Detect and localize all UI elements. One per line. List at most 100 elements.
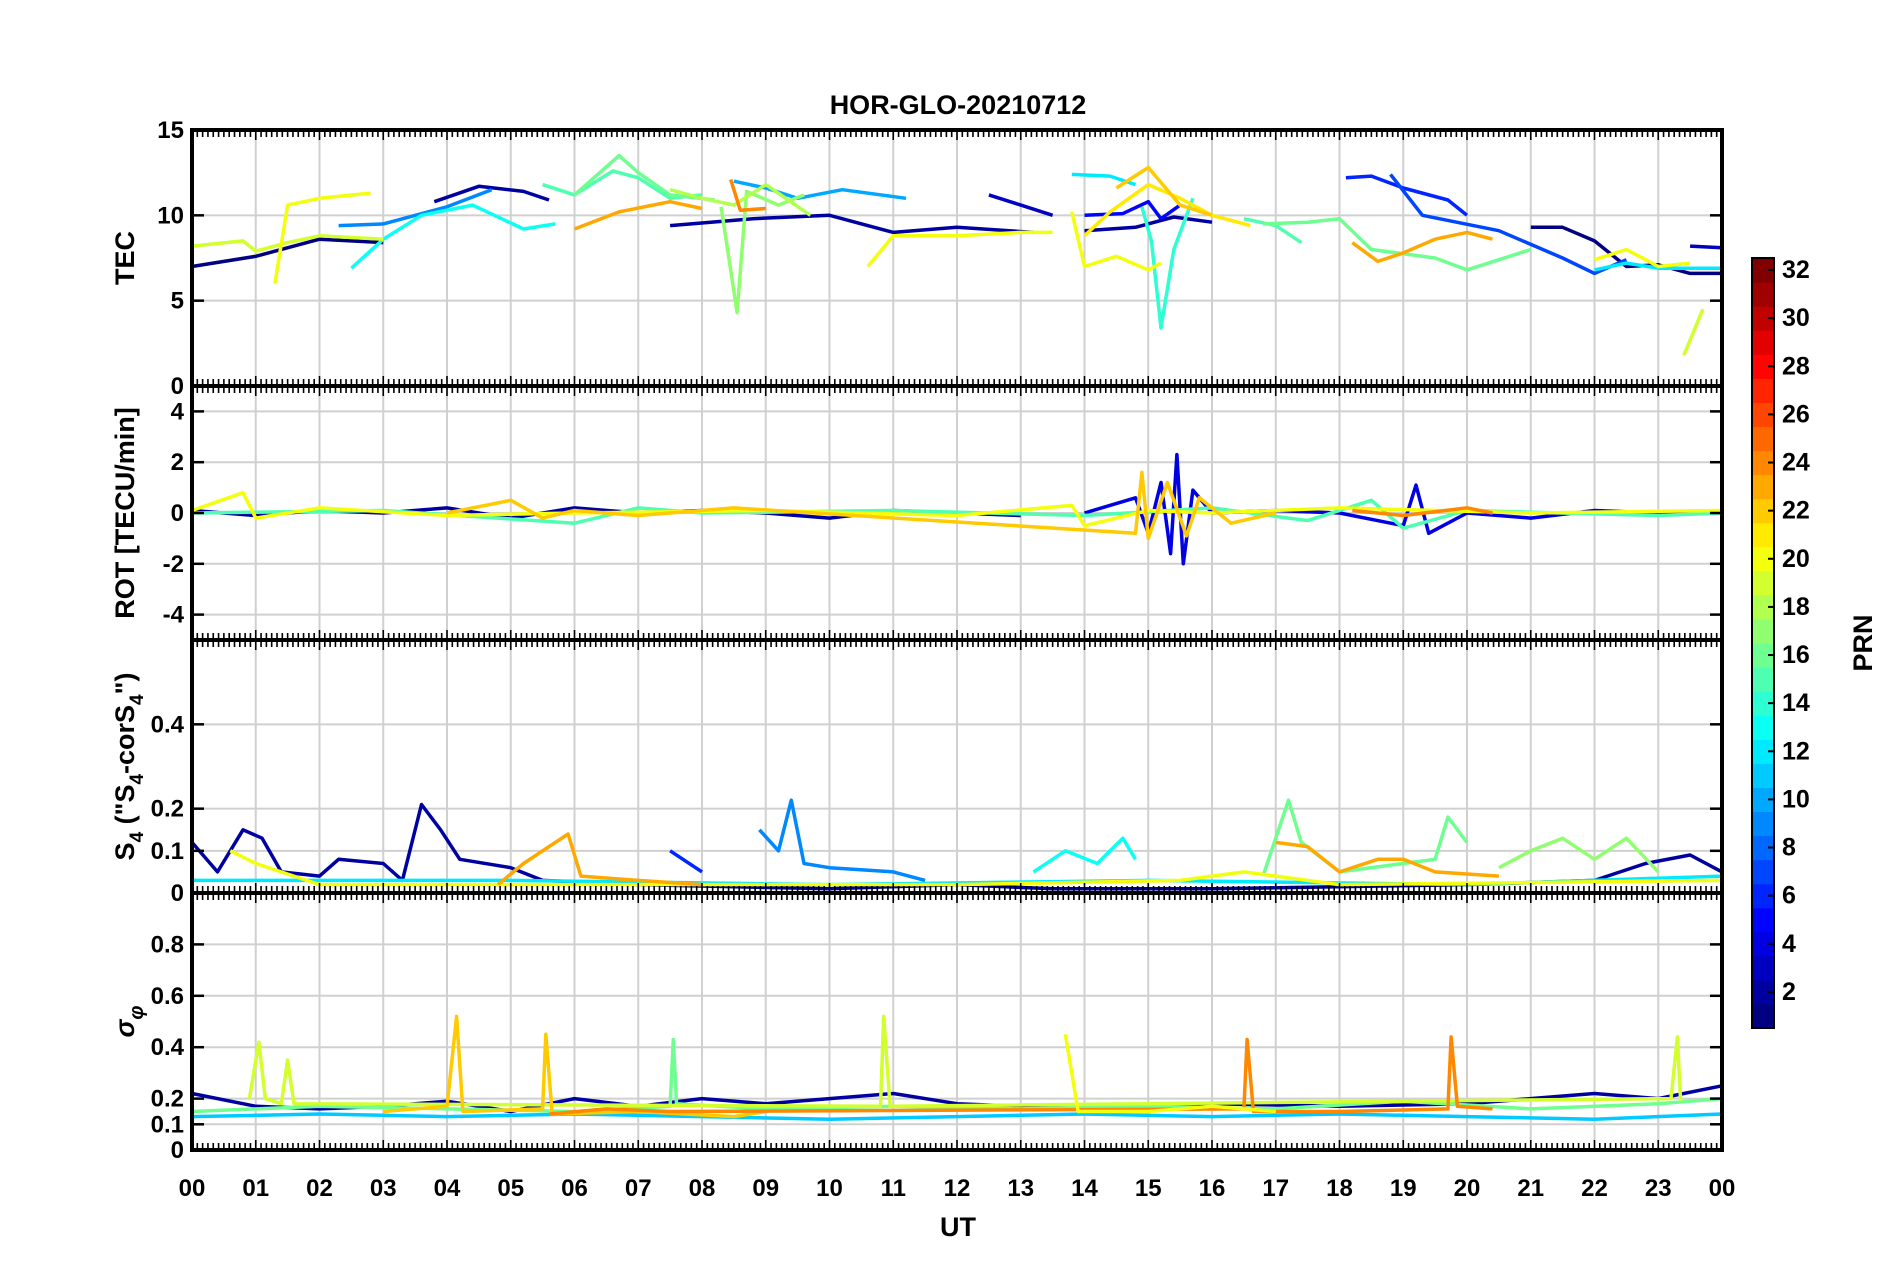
y-tick-label: 0 bbox=[171, 373, 184, 400]
x-tick-label: 04 bbox=[434, 1175, 461, 1202]
series-line-prn-20 bbox=[1593, 247, 1691, 269]
colorbar-tick-label: 26 bbox=[1782, 400, 1810, 428]
y-axis-label-part: ("S bbox=[110, 785, 140, 832]
y-tick-label: 0.1 bbox=[151, 838, 184, 865]
rot-panel: -4 -2 0 2 4 ROT [TECU/min] bbox=[110, 384, 1724, 642]
y-axis-label: ROT [TECU/min] bbox=[110, 407, 140, 618]
y-axis-label-part: 4 bbox=[127, 694, 148, 705]
y-axis-label-part: σ bbox=[110, 1019, 140, 1038]
colorbar-frame bbox=[1751, 257, 1775, 1029]
x-tick-label: 10 bbox=[816, 1175, 843, 1202]
x-tick-label: 21 bbox=[1517, 1175, 1544, 1202]
x-tick-label: 15 bbox=[1135, 1175, 1162, 1202]
colorbar-segment bbox=[1752, 426, 1774, 452]
y-tick-label: 0.4 bbox=[151, 711, 185, 738]
series-line-prn-18 bbox=[669, 182, 812, 217]
y-tick-label: 0 bbox=[171, 500, 184, 527]
colorbar-segment bbox=[1752, 955, 1774, 981]
series-line-prn-11 bbox=[191, 1112, 1723, 1121]
y-tick-label: 0.2 bbox=[151, 796, 184, 823]
y-tick-label: 0 bbox=[171, 880, 184, 907]
y-tick-label: 10 bbox=[157, 202, 184, 229]
colorbar-segment bbox=[1752, 618, 1774, 644]
series-line-prn-13 bbox=[1032, 836, 1137, 874]
colorbar-segment bbox=[1752, 498, 1774, 524]
colorbar-segment bbox=[1752, 787, 1774, 813]
series-line-prn-22 bbox=[1115, 165, 1213, 217]
colorbar-tick-label: 28 bbox=[1782, 352, 1810, 380]
colorbar-segment bbox=[1752, 570, 1774, 596]
colorbar-segment bbox=[1752, 931, 1774, 957]
y-tick-label: 0.6 bbox=[151, 983, 184, 1010]
colorbar-tick-label: 32 bbox=[1782, 256, 1810, 284]
x-tick-label: 00 bbox=[1709, 1175, 1736, 1202]
series-line-prn-12 bbox=[1594, 261, 1722, 272]
series-line-prn-15 bbox=[1243, 216, 1303, 245]
series-line-prn-22 bbox=[383, 1014, 767, 1119]
series-line-prn-20 bbox=[866, 230, 1053, 268]
colorbar-segment bbox=[1752, 378, 1774, 403]
colorbar-tick-label: 12 bbox=[1782, 737, 1810, 765]
series-line-prn-20 bbox=[1070, 211, 1162, 272]
tec-panel: 0 5 10 15 TEC bbox=[110, 117, 1724, 400]
colorbar-segment bbox=[1752, 1003, 1774, 1029]
series-line-prn-1 bbox=[191, 237, 384, 269]
colorbar-segment bbox=[1752, 402, 1774, 428]
x-tick-label: 13 bbox=[1007, 1175, 1034, 1202]
colorbar-segment bbox=[1752, 306, 1774, 331]
series-line-prn-17 bbox=[719, 189, 805, 315]
x-tick-label: 22 bbox=[1581, 1175, 1608, 1202]
x-tick-label: 01 bbox=[242, 1175, 269, 1202]
s4-panel: 00.10.20.4S4 ("S4-corS4") bbox=[110, 638, 1724, 907]
y-tick-label: 15 bbox=[157, 117, 184, 144]
colorbar-tick-label: 18 bbox=[1782, 593, 1810, 621]
colorbar-tick-label: 4 bbox=[1782, 930, 1796, 958]
colorbar-segment bbox=[1752, 643, 1774, 668]
colorbar-segment bbox=[1752, 522, 1774, 548]
series-line-prn-9 bbox=[338, 188, 493, 228]
colorbar-segment bbox=[1752, 763, 1774, 788]
x-tick-label: 02 bbox=[306, 1175, 333, 1202]
series-line-prn-13 bbox=[350, 203, 556, 270]
colorbar-segment bbox=[1752, 354, 1774, 379]
colorbar-segment bbox=[1752, 715, 1774, 740]
x-tick-label: 05 bbox=[497, 1175, 524, 1202]
chart-title: HOR-GLO-20210712 bbox=[830, 90, 1087, 120]
y-axis-label-part: ") bbox=[110, 673, 140, 695]
y-axis-label-part: 4 bbox=[127, 774, 148, 785]
y-axis-label: σφ bbox=[110, 1006, 148, 1038]
y-axis-label-part: φ bbox=[126, 1006, 148, 1020]
colorbar-label: PRN bbox=[1848, 614, 1878, 671]
series-line-prn-3 bbox=[1690, 244, 1723, 250]
series-line-prn-20 bbox=[191, 490, 1723, 528]
y-axis-label-part: S bbox=[110, 842, 140, 860]
colorbar-segment bbox=[1752, 811, 1774, 837]
series-line-prn-23 bbox=[1275, 840, 1500, 878]
colorbar-segment bbox=[1752, 859, 1774, 885]
series-line-prn-20 bbox=[1063, 1034, 1276, 1114]
series-line-prn-16 bbox=[573, 153, 715, 202]
series-line-prn-19 bbox=[1682, 308, 1705, 356]
x-tick-label: 03 bbox=[370, 1175, 397, 1202]
series-line-prn-23 bbox=[573, 199, 703, 231]
series-line-prn-24 bbox=[1352, 506, 1493, 518]
colorbar-tick-label: 24 bbox=[1782, 449, 1810, 477]
y-axis-label: TEC bbox=[110, 231, 140, 285]
x-tick-label: 16 bbox=[1199, 1175, 1226, 1202]
series-line-prn-24 bbox=[548, 1035, 1493, 1116]
series-line-prn-7 bbox=[1389, 173, 1628, 276]
series-line-prn-17 bbox=[1498, 836, 1660, 874]
colorbar-tick-label: 8 bbox=[1782, 834, 1796, 862]
x-tick-label: 11 bbox=[881, 1175, 906, 1202]
y-tick-label: -2 bbox=[163, 551, 184, 578]
colorbar-segment bbox=[1752, 883, 1774, 909]
series-line-prn-23 bbox=[496, 832, 703, 887]
series-line-prn-1 bbox=[1530, 225, 1722, 276]
series-line-prn-22 bbox=[446, 470, 1277, 541]
colorbar-segment bbox=[1752, 594, 1774, 620]
series-line-prn-14 bbox=[1140, 197, 1195, 330]
y-tick-label: 5 bbox=[171, 288, 184, 315]
x-tick-label: 19 bbox=[1390, 1175, 1417, 1202]
